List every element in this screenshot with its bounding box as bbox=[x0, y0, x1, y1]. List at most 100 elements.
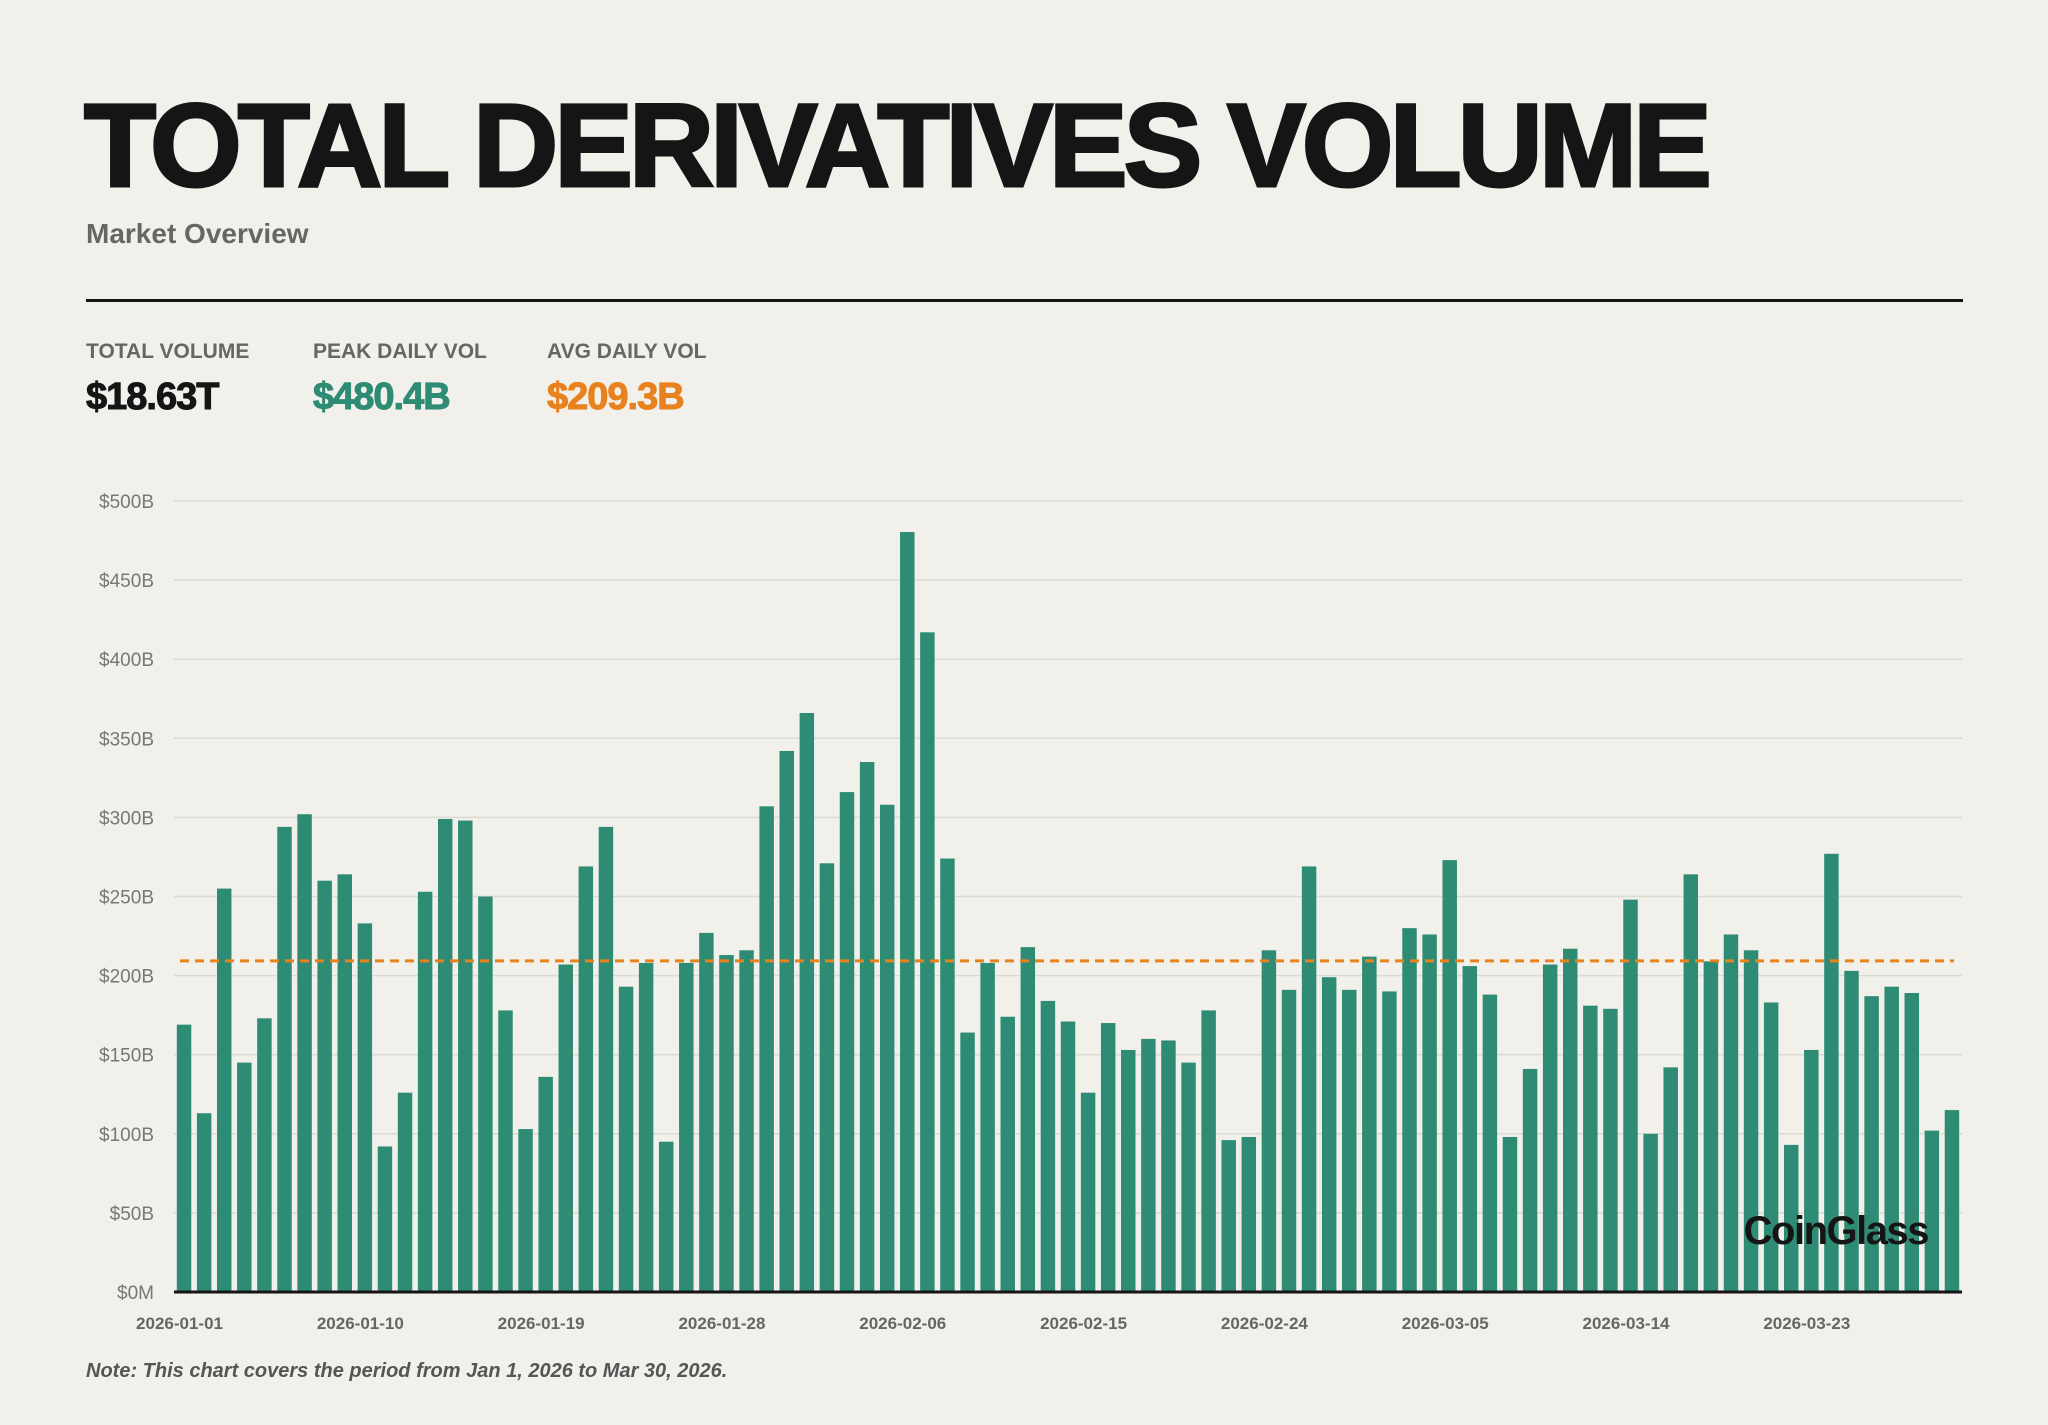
bar bbox=[1784, 1144, 1799, 1292]
bar bbox=[176, 1024, 192, 1292]
bar bbox=[1462, 966, 1478, 1292]
bar bbox=[1884, 986, 1899, 1292]
y-tick-label: $500B bbox=[99, 492, 154, 513]
bar bbox=[1161, 1040, 1176, 1292]
x-tick-label: 2026-01-10 bbox=[317, 1314, 404, 1333]
bar bbox=[297, 814, 312, 1292]
bar bbox=[1723, 934, 1739, 1292]
bar bbox=[900, 532, 915, 1292]
bar bbox=[1924, 1130, 1940, 1292]
bar bbox=[1542, 964, 1558, 1292]
stat-label: AVG DAILY VOL bbox=[547, 340, 707, 363]
bar bbox=[1583, 1005, 1598, 1292]
bar bbox=[1241, 1136, 1257, 1292]
coinglass-logo: CoinGlass bbox=[1744, 1209, 1929, 1253]
bar bbox=[839, 792, 855, 1292]
x-tick-label: 2026-01-28 bbox=[678, 1314, 765, 1333]
bar bbox=[940, 858, 955, 1292]
bar bbox=[1482, 994, 1498, 1292]
y-tick-label: $150B bbox=[99, 1046, 154, 1067]
bar bbox=[1864, 996, 1879, 1292]
stat-value: $18.63T bbox=[85, 376, 219, 419]
bar bbox=[1763, 1002, 1779, 1292]
bar bbox=[377, 1146, 393, 1292]
bar bbox=[518, 1129, 533, 1292]
bar bbox=[1020, 947, 1036, 1292]
bar bbox=[1603, 1008, 1618, 1292]
bar bbox=[1141, 1038, 1156, 1292]
bar bbox=[1904, 993, 1920, 1292]
bar bbox=[1743, 950, 1759, 1292]
bar bbox=[638, 962, 654, 1292]
bar bbox=[417, 891, 433, 1292]
bar bbox=[1100, 1023, 1116, 1292]
y-tick-label: $450B bbox=[99, 571, 154, 592]
bar bbox=[920, 632, 935, 1292]
bar bbox=[498, 1010, 513, 1292]
x-tick-label: 2026-02-24 bbox=[1221, 1314, 1309, 1333]
bar bbox=[1080, 1092, 1096, 1292]
stat-peak-daily-vol: PEAK DAILY VOL $480.4B bbox=[313, 340, 487, 419]
bar bbox=[859, 762, 875, 1292]
bar bbox=[960, 1032, 975, 1292]
bar bbox=[1362, 956, 1377, 1292]
bar bbox=[216, 888, 232, 1292]
bar bbox=[1944, 1110, 1960, 1292]
bar bbox=[759, 806, 774, 1292]
bar bbox=[1442, 860, 1457, 1292]
bar bbox=[739, 950, 754, 1292]
stat-avg-daily-vol: AVG DAILY VOL $209.3B bbox=[546, 340, 707, 419]
bar bbox=[1422, 934, 1437, 1292]
bar bbox=[357, 923, 373, 1292]
bar bbox=[1321, 977, 1337, 1292]
stat-label: TOTAL VOLUME bbox=[86, 340, 250, 363]
bar bbox=[1804, 1049, 1819, 1292]
bar bbox=[1121, 1049, 1136, 1292]
bar bbox=[1301, 866, 1317, 1292]
y-tick-label: $250B bbox=[99, 888, 154, 909]
bar bbox=[397, 1092, 413, 1292]
bar bbox=[1382, 991, 1397, 1292]
bar bbox=[1261, 950, 1277, 1292]
divider bbox=[86, 299, 1963, 302]
bar bbox=[819, 863, 835, 1292]
y-tick-label: $50B bbox=[110, 1204, 154, 1225]
bar bbox=[699, 932, 714, 1292]
bar bbox=[1563, 948, 1578, 1292]
bar bbox=[538, 1076, 553, 1292]
y-tick-label: $200B bbox=[99, 967, 154, 988]
bar bbox=[1402, 928, 1417, 1292]
x-tick-label: 2026-02-15 bbox=[1040, 1314, 1127, 1333]
bar bbox=[317, 880, 332, 1292]
y-tick-label: $0M bbox=[117, 1283, 154, 1304]
bar bbox=[799, 712, 815, 1292]
bar bbox=[1040, 1000, 1056, 1292]
x-tick-label: 2026-01-01 bbox=[136, 1314, 223, 1333]
y-tick-label: $300B bbox=[99, 808, 154, 829]
bar bbox=[1000, 1016, 1015, 1292]
bar bbox=[1201, 1010, 1216, 1292]
x-tick-label: 2026-03-14 bbox=[1583, 1314, 1671, 1333]
bar bbox=[1663, 1067, 1678, 1292]
bar bbox=[1824, 853, 1839, 1292]
bar bbox=[1502, 1136, 1518, 1292]
bar bbox=[1060, 1021, 1076, 1292]
page-subtitle: Market Overview bbox=[86, 218, 309, 249]
bar bbox=[980, 962, 995, 1292]
page-title: TOTAL DERIVATIVES VOLUME bbox=[83, 80, 1714, 213]
stat-value: $209.3B bbox=[546, 376, 685, 419]
bar bbox=[558, 964, 573, 1292]
bar bbox=[196, 1113, 212, 1292]
bar bbox=[1844, 970, 1859, 1292]
bar bbox=[598, 826, 614, 1292]
bar bbox=[257, 1018, 272, 1292]
bar bbox=[1703, 961, 1719, 1292]
bar bbox=[779, 750, 794, 1292]
stat-label: PEAK DAILY VOL bbox=[313, 340, 487, 363]
bar bbox=[1181, 1062, 1196, 1292]
y-tick-label: $400B bbox=[99, 650, 154, 671]
x-tick-label: 2026-03-05 bbox=[1402, 1314, 1489, 1333]
bar bbox=[1221, 1140, 1236, 1292]
chart-note: Note: This chart covers the period from … bbox=[86, 1360, 728, 1382]
